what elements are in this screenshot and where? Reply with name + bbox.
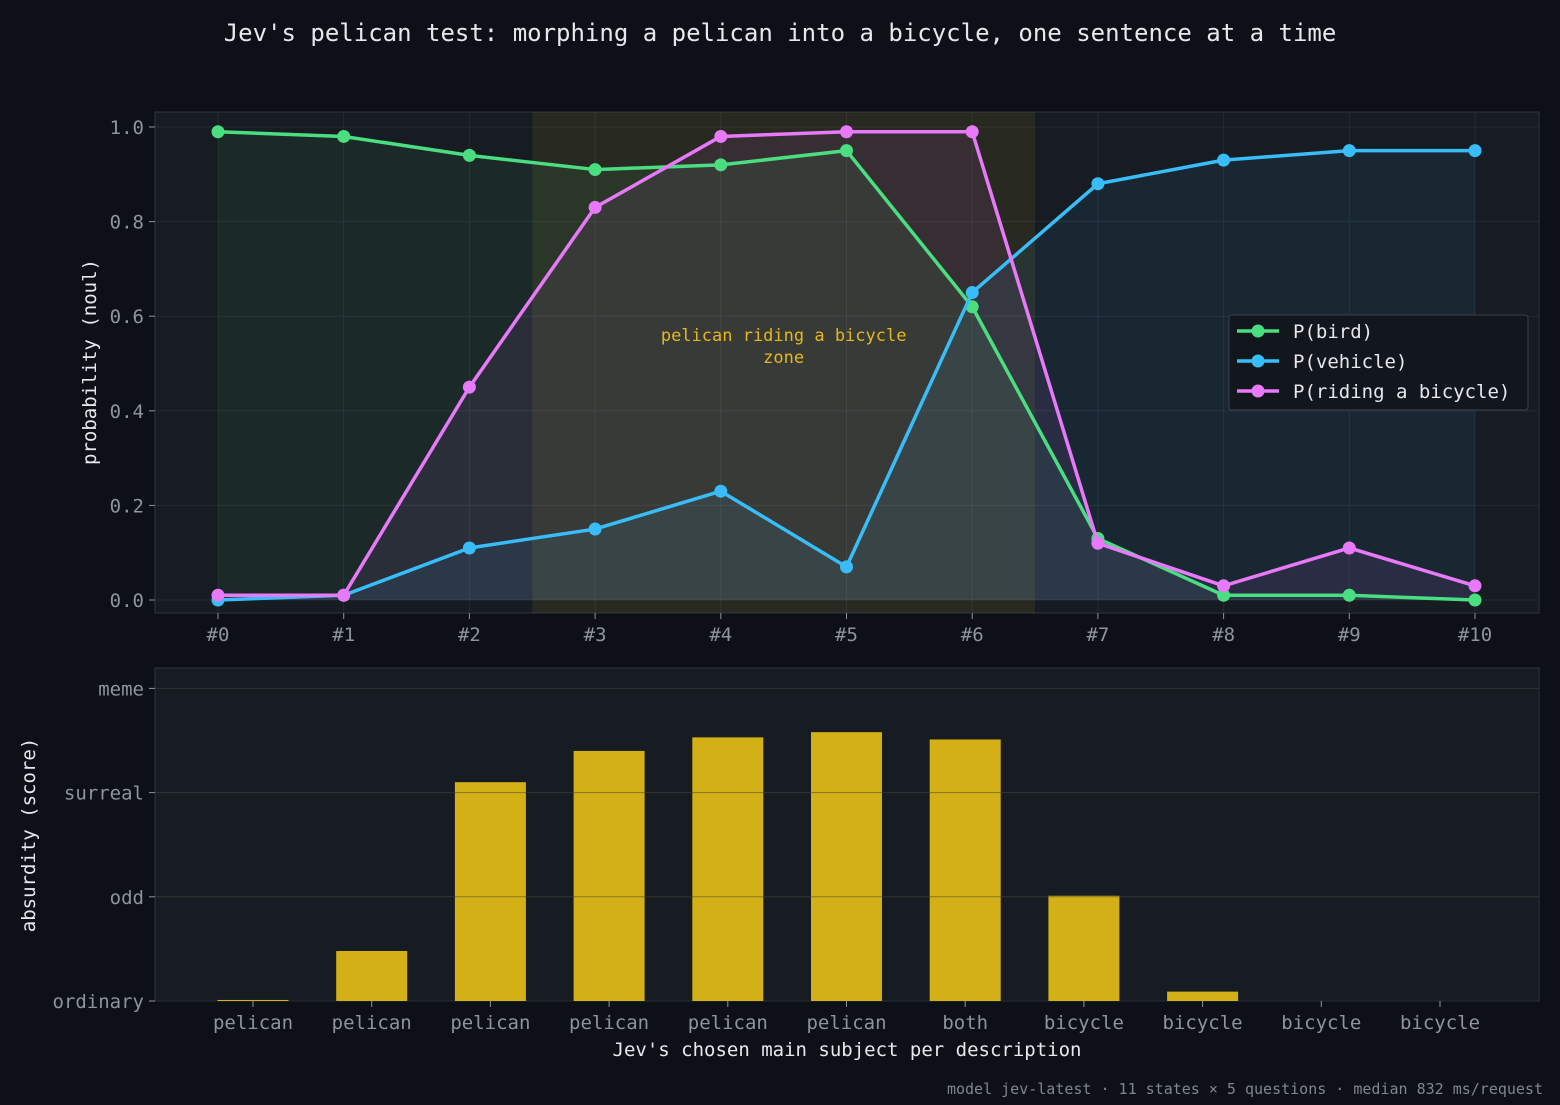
- data-point: [588, 522, 602, 536]
- data-point: [840, 125, 853, 139]
- chart-title: Jev's pelican test: morphing a pelican i…: [224, 19, 1337, 47]
- data-point: [1342, 144, 1356, 158]
- data-point: [1217, 588, 1231, 602]
- x-tick-label: #5: [835, 624, 858, 646]
- x-tick-label: #4: [709, 624, 732, 646]
- x-tick-label: #6: [961, 624, 984, 646]
- y-tick-label: odd: [110, 887, 144, 909]
- x-tick-label: bicycle: [1400, 1012, 1480, 1034]
- data-point: [1217, 153, 1231, 167]
- bar: [454, 782, 526, 1001]
- data-point: [588, 200, 602, 214]
- legend-marker: [1251, 324, 1265, 338]
- legend-box: [1228, 314, 1529, 411]
- y-tick-label: ordinary: [52, 991, 144, 1013]
- data-point: [1217, 579, 1231, 593]
- bar: [336, 950, 408, 1001]
- x-tick-label: bicycle: [1163, 1012, 1243, 1034]
- y-axis-label: probability (noul): [79, 259, 101, 465]
- data-point: [211, 125, 225, 139]
- x-tick-label: pelican: [332, 1012, 412, 1034]
- data-point: [588, 163, 602, 177]
- y-tick-label: 0.8: [110, 212, 144, 234]
- footer-note: model jev-latest · 11 states × 5 questio…: [947, 1080, 1543, 1098]
- data-point: [462, 541, 476, 555]
- x-tick-label: pelican: [806, 1012, 886, 1034]
- legend-label: P(vehicle): [1293, 351, 1407, 373]
- zone-label: zone: [763, 348, 804, 368]
- data-point: [211, 588, 225, 602]
- data-point: [1468, 593, 1482, 607]
- x-tick-label: pelican: [450, 1012, 530, 1034]
- data-point: [965, 286, 979, 300]
- bar: [811, 732, 882, 1001]
- x-tick-label: #0: [207, 624, 230, 646]
- x-axis-label: Jev's chosen main subject per descriptio…: [613, 1039, 1082, 1061]
- y-tick-label: 0.4: [110, 401, 144, 423]
- data-point: [337, 129, 351, 143]
- x-tick-label: pelican: [688, 1012, 768, 1034]
- data-point: [462, 148, 476, 162]
- x-tick-label: both: [942, 1012, 988, 1034]
- data-point: [1091, 177, 1105, 191]
- series-area: [218, 150, 1475, 600]
- x-tick-label: #7: [1086, 624, 1109, 646]
- x-tick-label: pelican: [213, 1012, 293, 1034]
- data-point: [462, 380, 476, 394]
- y-tick-label: meme: [98, 678, 144, 700]
- x-tick-label: pelican: [569, 1012, 649, 1034]
- y-axis-label: absurdity (score): [18, 738, 40, 932]
- y-tick-label: 0.2: [110, 495, 144, 517]
- x-tick-label: #10: [1458, 624, 1492, 646]
- x-tick-label: bicycle: [1281, 1012, 1361, 1034]
- x-tick-label: #8: [1212, 624, 1235, 646]
- zone-label: pelican riding a bicycle: [661, 326, 907, 346]
- x-tick-label: #1: [332, 624, 355, 646]
- legend-label: P(bird): [1293, 321, 1373, 343]
- data-point: [1468, 579, 1482, 593]
- y-tick-label: 0.0: [110, 590, 144, 612]
- series-area: [218, 131, 1475, 601]
- legend-label: P(riding a bicycle): [1293, 381, 1510, 403]
- series-area: [218, 131, 1475, 601]
- data-point: [965, 125, 979, 139]
- x-tick-label: #3: [584, 624, 607, 646]
- bar: [929, 739, 1001, 1001]
- bar: [1167, 991, 1239, 1001]
- y-tick-label: 0.6: [110, 306, 144, 328]
- x-tick-label: #9: [1338, 624, 1361, 646]
- legend-marker: [1251, 354, 1265, 368]
- data-point: [714, 484, 728, 498]
- bar: [1048, 895, 1120, 1001]
- data-point: [840, 144, 853, 158]
- legend: P(bird) P(vehicle) P(riding a bicycle): [1228, 314, 1529, 411]
- legend-marker: [1251, 384, 1265, 398]
- data-point: [840, 560, 853, 574]
- data-point: [337, 588, 351, 602]
- data-point: [714, 158, 728, 172]
- x-tick-label: bicycle: [1044, 1012, 1124, 1034]
- data-point: [714, 129, 728, 143]
- y-tick-label: surreal: [64, 783, 144, 805]
- data-point: [1468, 144, 1482, 158]
- data-point: [1342, 588, 1356, 602]
- bar: [217, 999, 289, 1001]
- bar: [692, 737, 764, 1001]
- absurdity-chart: ordinary odd surreal meme pelican pelican peli…: [18, 667, 1540, 1061]
- bar: [573, 750, 645, 1001]
- y-tick-label: 1.0: [110, 117, 144, 139]
- x-tick-label: #2: [458, 624, 481, 646]
- data-point: [1091, 536, 1105, 550]
- data-point: [1342, 541, 1356, 555]
